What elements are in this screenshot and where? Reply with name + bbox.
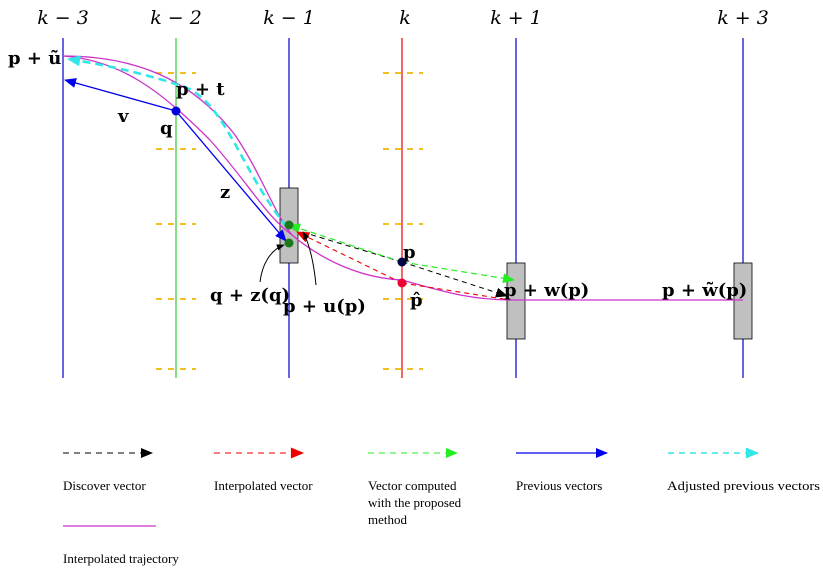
frame-label-k+1: k + 1 — [490, 7, 542, 29]
vector-proposed-back — [288, 223, 403, 263]
legend-label-interpolated: Interpolated vector — [214, 478, 313, 493]
label-z: z — [220, 182, 230, 203]
frame-label-k-1: k − 1 — [263, 7, 315, 29]
label-p: p — [403, 242, 416, 263]
point-q — [171, 106, 181, 116]
frame-label-k: k — [399, 7, 411, 29]
legend-label-trajectory: Interpolated trajectory — [63, 551, 179, 566]
vector-interpolated-back — [296, 231, 403, 284]
vector-z — [175, 110, 287, 242]
vector-adjusted — [66, 55, 289, 228]
label-q-plus-z-q: q + z(q) — [210, 285, 290, 306]
label-p-plus-w-p: p + w(p) — [504, 280, 589, 301]
label-pointers — [259, 231, 317, 286]
label-p-plus-w-tilde-p: p + w̃(p) — [662, 280, 747, 301]
label-q: q — [160, 118, 173, 139]
search-window-k+3 — [733, 262, 753, 340]
legend-item-adjusted: Adjusted previous vectors — [667, 447, 820, 493]
frame-lines — [62, 38, 744, 378]
legend-item-trajectory: Interpolated trajectory — [63, 525, 179, 566]
label-p-plus-u-tilde: p + ũ — [8, 48, 61, 69]
legend-label-previous: Previous vectors — [516, 478, 602, 493]
legend-item-discover: Discover vector — [63, 448, 153, 493]
points — [171, 106, 407, 288]
legend-item-interpolated: Interpolated vector — [214, 447, 313, 493]
label-p-hat: p̂ — [410, 290, 423, 311]
label-p-plus-u-p: p + u(p) — [283, 296, 366, 317]
vector-discover — [401, 261, 508, 298]
math-labels: p + ũ p + t q v z q + z(q) p + u(p) p p̂… — [8, 48, 747, 317]
label-v: v — [117, 106, 129, 127]
search-window-k+1 — [506, 262, 526, 340]
vector-discover-back — [291, 228, 403, 263]
pointer-q-plus-z — [259, 244, 285, 283]
vector-interpolated-forward — [401, 282, 511, 301]
vector-v — [64, 78, 177, 112]
vector-proposed-forward — [401, 261, 515, 284]
point-q-plus-z — [284, 238, 294, 248]
interpolated-vectors — [296, 231, 511, 301]
adjusted-vectors — [66, 55, 289, 228]
previous-vectors — [64, 78, 287, 242]
legend-item-proposed: Vector computed with the proposed method — [368, 448, 464, 527]
label-p-plus-t: p + t — [176, 79, 225, 100]
proposed-vectors — [288, 223, 515, 284]
legend-label-discover: Discover vector — [63, 478, 146, 493]
point-p — [397, 257, 407, 267]
point-p-hat — [397, 278, 407, 288]
legend: Discover vector Interpolated vector Vect… — [63, 447, 820, 566]
frame-labels: k − 3 k − 2 k − 1 k k + 1 k + 3 — [37, 7, 769, 29]
legend-label-proposed: Vector computed with the proposed method — [368, 478, 464, 527]
legend-label-adjusted: Adjusted previous vectors — [667, 478, 820, 493]
point-k-1-upper — [284, 220, 294, 230]
frame-label-k-3: k − 3 — [37, 7, 89, 29]
pointer-p-plus-u — [302, 231, 317, 286]
frame-label-k+3: k + 3 — [717, 7, 769, 29]
legend-item-previous: Previous vectors — [516, 448, 608, 493]
frame-label-k-2: k − 2 — [150, 7, 202, 29]
